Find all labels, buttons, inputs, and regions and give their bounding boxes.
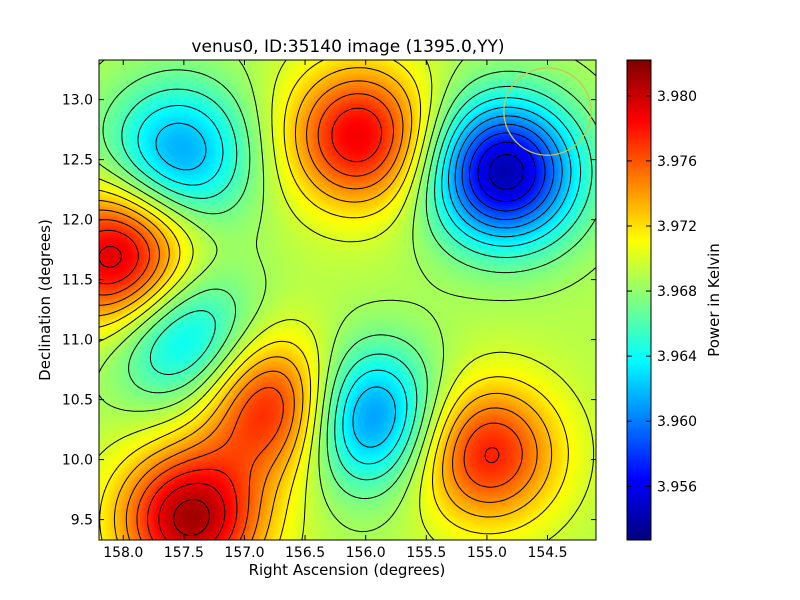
x-tick-label: 157.5 [164,545,204,561]
x-tick-label: 154.5 [527,545,567,561]
x-axis: 158.0 157.5 157.0 156.5 156.0 155.5 155.0 154.5 [103,60,568,561]
contour-line [99,60,595,540]
x-tick-label: 156.5 [285,545,325,561]
contour-line [99,93,523,540]
contour-line [488,154,524,190]
colorbar-ticks: 3.956 3.960 3.964 3.968 3.972 3.976 3.980 [627,89,697,495]
contour-line [99,246,226,540]
colorbar: 3.956 3.960 3.964 3.968 3.972 3.976 3.980 Powe… [626,59,723,541]
colorbar-frame [626,59,652,541]
contour-line [99,80,538,540]
contour-line [99,60,596,533]
chart-title: venus0, ID:35140 image (1395.0,YY) [191,37,504,57]
contour-line [155,106,572,448]
y-tick-label: 10.0 [62,453,93,469]
x-tick-label: 155.5 [406,545,446,561]
y-tick-label: 11.0 [62,333,93,349]
colorbar-tick-label: 3.980 [657,89,697,105]
contour-line [173,499,210,536]
y-tick-label: 13.0 [62,93,93,109]
colorbar-tick-label: 3.960 [657,414,697,430]
colorbar-tick-label: 3.964 [657,349,697,365]
colorbar-tick-label: 3.956 [657,479,697,495]
contour-line [469,132,546,212]
y-tick-label: 12.0 [62,213,93,229]
y-tick-label: 11.5 [62,273,93,289]
y-tick-label: 9.5 [71,513,93,529]
colorbar-gradient [627,60,651,540]
contour-line [99,60,569,540]
plot-area [98,59,597,541]
y-axis-label: Declination (degrees) [36,219,54,381]
colorbar-label: Power in Kelvin [705,243,723,357]
contour-line [99,67,553,540]
beam-circle [503,67,592,156]
y-axis: 9.5 10.0 10.5 11.0 11.5 12.0 12.5 13.0 [62,93,596,529]
x-tick-label: 155.0 [467,545,507,561]
colorbar-tick-label: 3.976 [657,154,697,170]
x-tick-label: 158.0 [103,545,143,561]
contour-line [137,97,582,465]
contour-line [102,69,596,500]
y-tick-label: 12.5 [62,153,93,169]
x-axis-label: Right Ascension (degrees) [249,561,446,579]
x-tick-label: 157.0 [224,545,264,561]
contour-line [99,107,500,540]
colorbar-tick-label: 3.968 [657,284,697,300]
y-tick-label: 10.5 [62,393,93,409]
plot-frame [98,59,597,541]
contour-lines [99,60,596,540]
contour-line [461,123,555,220]
x-tick-label: 156.0 [346,545,386,561]
colorbar-tick-label: 3.972 [657,219,697,235]
contour-line [121,85,593,481]
